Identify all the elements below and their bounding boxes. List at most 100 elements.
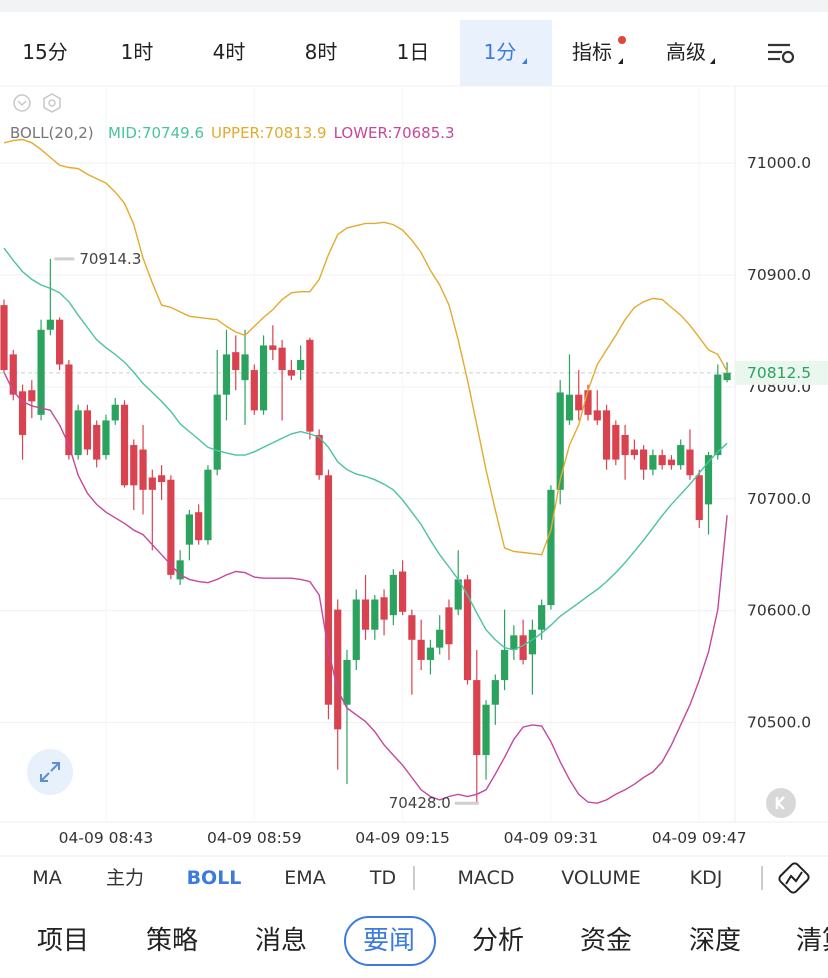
tab-caret [710,58,715,64]
candle-body [315,434,323,476]
tab-caret [522,58,527,64]
candle-body [686,449,694,476]
candle-body [575,394,583,411]
candle-body [204,469,212,541]
x-tick-label: 04-09 08:59 [207,829,302,847]
nav-tab[interactable]: 清算 [796,926,828,956]
candle-body [56,319,64,365]
candle-body [510,635,518,650]
candle-body [500,649,509,681]
candle-body [269,345,277,350]
legend-entry: MID:70749.6 [108,124,204,142]
timeframe-tab[interactable]: 15分 [22,40,67,64]
candle-body [612,424,620,460]
last-price-label: 70812.5 [747,364,811,382]
nav-tab[interactable]: 分析 [472,926,524,956]
indicator-tab[interactable]: TD [369,867,396,889]
candle-body [454,579,462,610]
nav-tab[interactable]: 消息 [255,926,307,956]
legend-entry: UPPER:70813.9 [211,124,327,142]
indicator-tab[interactable]: BOLL [187,867,242,889]
candle-body [287,370,295,376]
nav-tab[interactable]: 深度 [689,926,741,956]
candle-body [241,354,249,381]
candle-body [37,329,45,415]
boll-line [3,371,728,804]
candle-body [343,659,351,705]
candle-body [630,449,638,456]
nav-tab[interactable]: 策略 [146,926,198,956]
settings-icon[interactable] [768,43,795,64]
candle-body [176,560,184,580]
candle-body [74,410,82,456]
candle-body [436,629,444,648]
candle-body [399,571,407,612]
candle-body [482,704,490,756]
candle-body [621,434,629,456]
candle-body [723,372,731,381]
candle-body [139,449,147,490]
y-tick-label: 70600.0 [747,602,811,620]
candle-body [111,404,119,421]
timeframe-tab[interactable]: 4时 [213,40,246,64]
candle-body [408,615,416,640]
candle-body [640,449,648,470]
collapse-icon[interactable] [13,94,31,112]
candle-body [18,391,27,435]
candle-body [445,607,453,645]
candle-body [658,455,666,466]
candle-body [222,354,231,395]
y-tick-label: 70500.0 [747,714,811,732]
indicator-tab[interactable]: KDJ [690,867,723,889]
candle-body [93,424,101,460]
candle-body [667,459,676,466]
timeframe-tab[interactable]: 1分 [484,40,517,64]
candle-body [547,489,555,606]
candle-body [278,347,286,371]
candle-body [306,339,314,432]
candle-body [714,374,722,456]
expand-button[interactable] [27,749,73,795]
indicator-tab[interactable]: 主力 [106,867,144,889]
candle-body [473,680,481,756]
timeframe-tab[interactable]: 8时 [305,40,338,64]
candle-body [0,305,8,371]
indicator-tab[interactable]: MA [32,867,61,889]
candle-body [677,445,685,466]
timeframe-tab[interactable]: 高级 [666,40,706,64]
candle-body [361,599,370,630]
candle-body [185,514,193,545]
candle-body [389,574,397,616]
timeframe-tab[interactable]: 指标 [572,40,612,64]
nav-tab[interactable]: 项目 [37,926,89,956]
timeframe-tab[interactable]: 1时 [121,40,154,64]
tab-caret [618,58,623,64]
timeframe-tab[interactable]: 1日 [397,40,430,64]
scroll-latest-button[interactable] [766,788,796,818]
candle-body [102,420,110,456]
draw-tool-icon[interactable] [778,862,811,895]
candle-body [167,479,175,575]
indicator-tab[interactable]: VOLUME [561,867,641,889]
annotation-label: 70428.0 [389,794,451,812]
settings-hex-icon[interactable] [43,93,61,113]
candle-body [28,390,36,402]
nav-tab[interactable]: 要闻 [363,926,415,956]
settings-hex-dot [48,99,56,107]
nav-tab[interactable]: 资金 [580,926,632,956]
candle-body [213,394,221,470]
candle-body [565,394,574,421]
indicator-tab[interactable]: MACD [458,867,515,889]
candle-body [649,455,657,470]
candle-body [528,629,536,655]
candle-body [157,475,166,482]
candle-body [9,354,17,395]
annotation-label: 70914.3 [79,250,141,268]
x-tick-label: 04-09 08:43 [59,829,154,847]
indicator-tab[interactable]: EMA [284,867,325,889]
candle-body [538,605,546,630]
candle-body [65,364,73,456]
notice-dot [618,36,626,44]
candle-body [46,319,54,330]
